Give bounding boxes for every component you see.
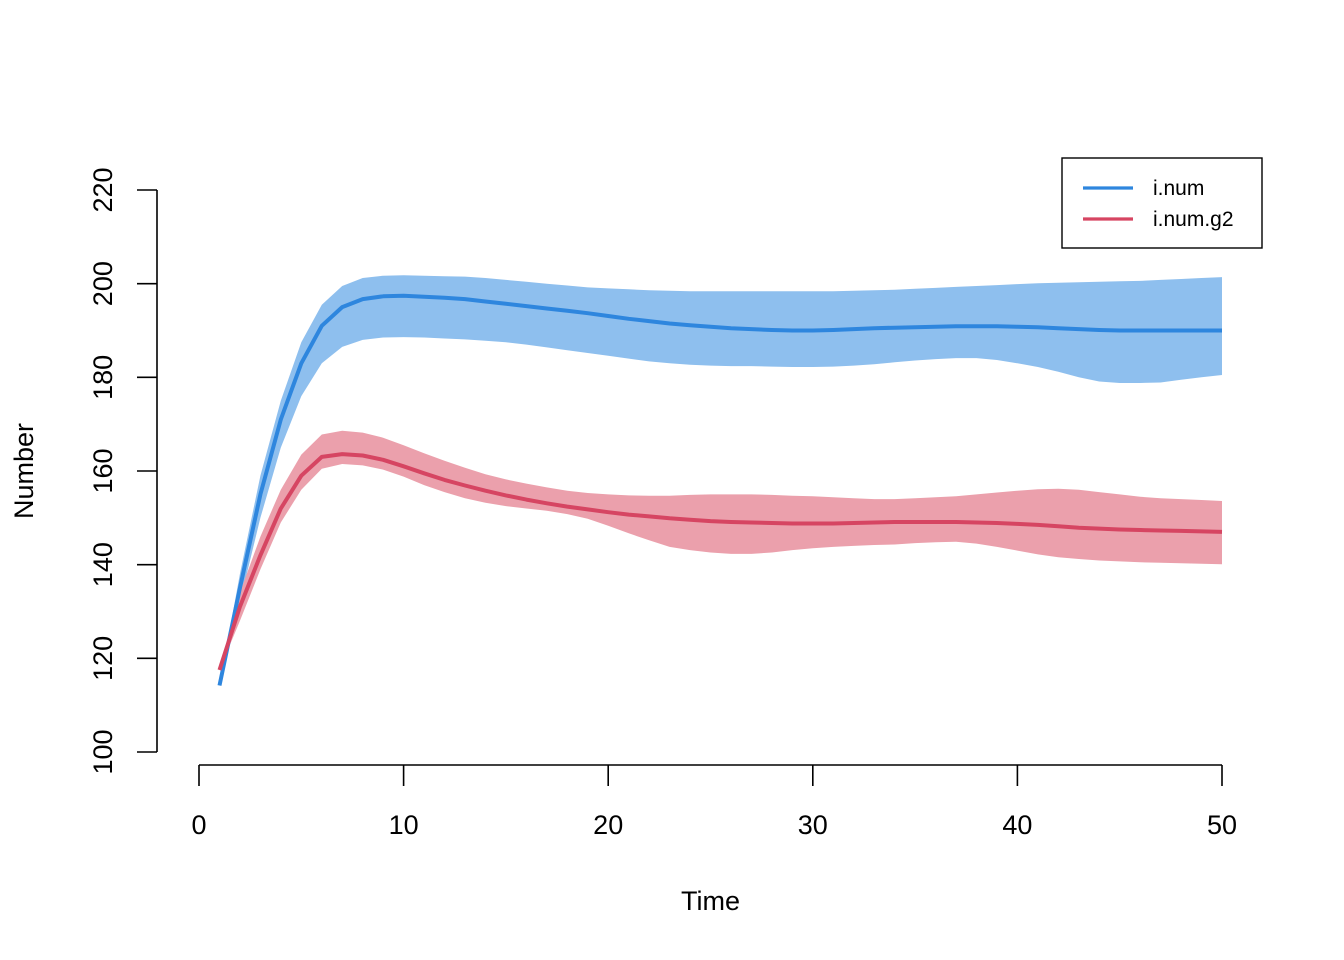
x-axis-title: Time [681,886,740,916]
x-tick-label: 20 [593,810,623,840]
series-line-i-num-g2 [217,452,1223,671]
y-axis: 100 120 140 160 180 200 220 [88,167,158,775]
x-tick-label: 10 [389,810,419,840]
x-tick-label: 0 [191,810,206,840]
y-tick-label: 220 [88,167,118,212]
y-tick-label: 180 [88,355,118,400]
confidence-bands [219,275,1222,686]
legend-label-i-num: i.num [1153,177,1204,200]
y-tick-label: 160 [88,448,118,493]
legend-box [1061,157,1263,249]
x-tick-label: 50 [1207,810,1237,840]
band-i-num [219,275,1222,686]
y-tick-label: 140 [88,542,118,587]
x-axis: 0 10 20 30 40 50 [191,764,1237,840]
series-line-i-num [217,293,1222,686]
y-tick-label: 120 [88,636,118,681]
y-tick-label: 200 [88,261,118,306]
x-tick-label: 40 [1002,810,1032,840]
y-tick-label: 100 [88,729,118,774]
legend: i.num i.num.g2 [1061,157,1263,249]
legend-label-i-num-g2: i.num.g2 [1153,208,1234,231]
band-i-num-g2 [219,430,1222,670]
y-axis-title: Number [9,423,39,519]
series-lines [217,293,1223,686]
x-tick-label: 30 [798,810,828,840]
